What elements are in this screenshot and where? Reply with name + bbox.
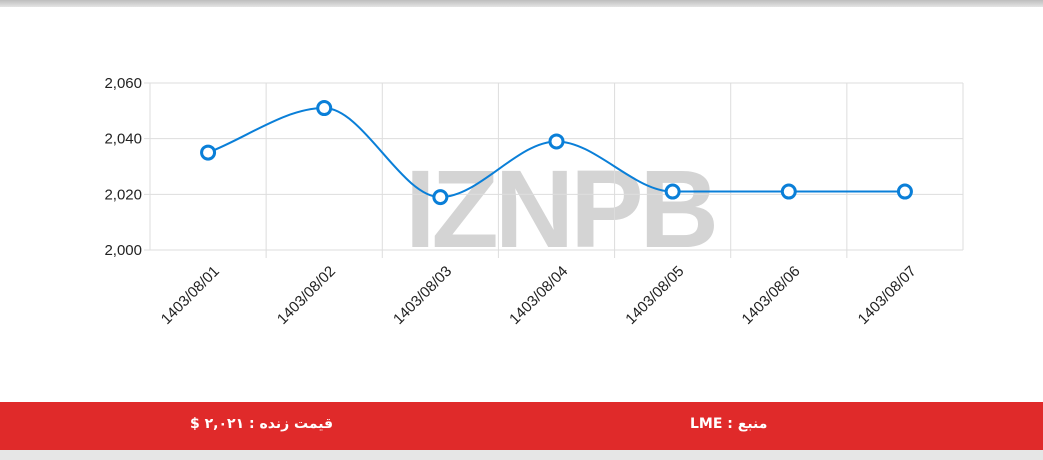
x-tick-label: 1403/08/07 (855, 263, 920, 328)
data-point (896, 183, 913, 200)
top-bar (0, 0, 1043, 7)
y-tick-label: 2,020 (104, 186, 142, 203)
x-tick-label: 1403/08/02 (274, 263, 339, 328)
data-point (780, 183, 797, 200)
x-tick-label: 1403/08/04 (506, 263, 571, 328)
y-tick-label: 2,000 (104, 242, 142, 259)
data-point (432, 189, 449, 206)
watermark-text: IZNPB (405, 148, 715, 271)
x-tick-label: 1403/08/01 (158, 263, 223, 328)
x-tick-label: 1403/08/06 (739, 263, 804, 328)
data-point (200, 144, 217, 161)
bottom-bar (0, 450, 1043, 460)
y-tick-label: 2,060 (104, 75, 142, 92)
y-tick-label: 2,040 (104, 131, 142, 148)
data-point (664, 183, 681, 200)
live-price-text: قیمت زنده : ۲,۰۲۱ $ (190, 416, 334, 432)
x-tick-label: 1403/08/05 (622, 263, 687, 328)
data-point (548, 133, 565, 150)
chart: IZNPB 2,000 2,020 2,040 2,060 1403/08/01 1403… (104, 75, 964, 328)
footer: منبع : LME قیمت زنده : ۲,۰۲۱ $ (0, 402, 1043, 450)
x-tick-label: 1403/08/03 (390, 263, 455, 328)
watermark: IZNPB (405, 148, 719, 271)
source-text: منبع : LME (690, 416, 768, 432)
data-point (316, 100, 333, 117)
